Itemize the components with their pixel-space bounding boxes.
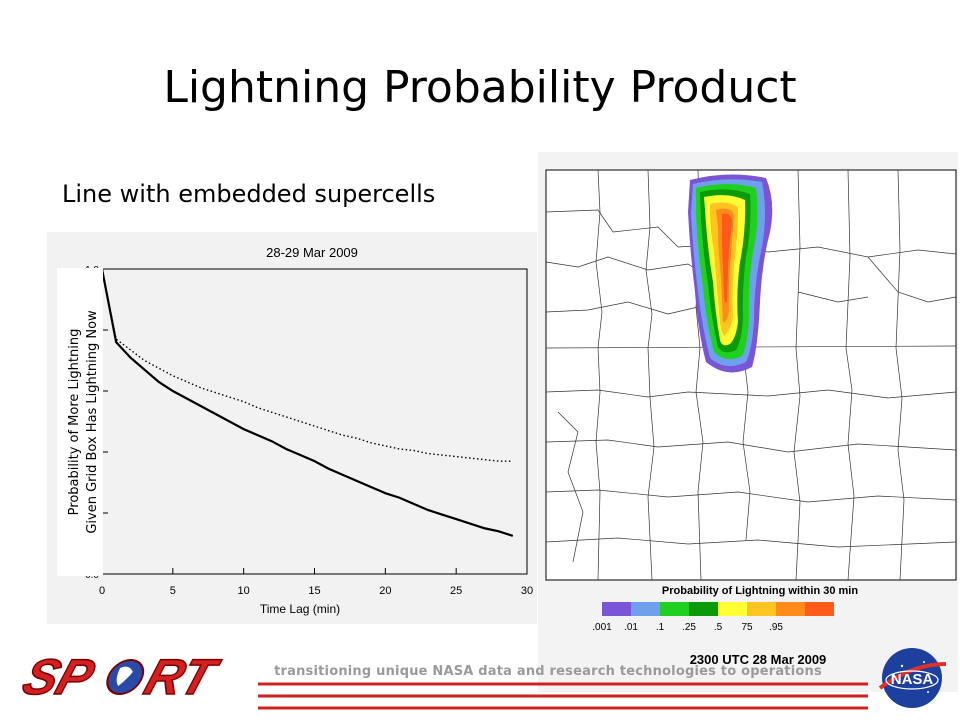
legend-swatch: [718, 602, 747, 616]
sport-logo: SP RT: [15, 650, 226, 705]
chart-title: 28-29 Mar 2009: [266, 245, 358, 260]
x-axis-ticks: 0 5 10 15 20 25 30: [99, 568, 533, 597]
x-tick-label: 0: [99, 585, 105, 597]
legend-label: 75: [741, 622, 753, 633]
legend-swatch: [689, 602, 718, 616]
chart-canvas: 28-29 Mar 2009 0.00.20.40.60.81.0 051015…: [85, 245, 533, 616]
plot-frame: [101, 268, 528, 575]
x-tick-label: 5: [170, 585, 176, 597]
legend-swatch: [747, 602, 776, 616]
map-legend-labels: .001 .01 .1 .25 .5 75 .95: [592, 622, 783, 633]
x-tick-label: 30: [521, 585, 533, 597]
map-legend-title: Probability of Lightning within 30 min: [662, 585, 858, 597]
y-axis-label-line-1: Probability of More Lightning: [67, 329, 82, 516]
series-line-solid: [100, 268, 514, 537]
lightning-probability-chart: 28-29 Mar 2009 0.00.20.40.60.81.0 051015…: [47, 232, 537, 624]
x-axis-label: Time Lag (min): [260, 602, 340, 616]
x-tick-label: 10: [238, 585, 250, 597]
y-axis-label: Probability of More Lightning Given Grid…: [57, 268, 103, 576]
svg-text:RT: RT: [138, 650, 225, 705]
probability-contours: [688, 174, 773, 373]
map-timestamp: 2300 UTC 28 Mar 2009: [690, 652, 827, 667]
legend-label: .01: [624, 622, 638, 633]
x-tick-label: 15: [308, 585, 320, 597]
series-layer: [100, 268, 514, 537]
legend-label: .001: [592, 622, 612, 633]
legend-label: .25: [682, 622, 696, 633]
legend-label: .95: [769, 622, 783, 633]
legend-swatch: [776, 602, 805, 616]
legend-swatch: [602, 602, 631, 616]
legend-label: .5: [714, 622, 723, 633]
x-tick-label: 25: [450, 585, 462, 597]
footer-tagline: transitioning unique NASA data and resea…: [274, 664, 822, 679]
nasa-logo: NASA: [878, 648, 947, 708]
map-legend-swatches: [602, 602, 834, 616]
legend-swatch: [631, 602, 660, 616]
legend-swatch: [660, 602, 689, 616]
series-line-dotted: [101, 268, 513, 462]
svg-text:SP: SP: [16, 650, 102, 705]
x-tick-label: 20: [379, 585, 391, 597]
slide-title: Lightning Probability Product: [163, 62, 797, 113]
lightning-probability-map: Probability of Lightning within 30 min .…: [538, 152, 958, 692]
map-canvas: Probability of Lightning within 30 min .…: [545, 169, 957, 667]
legend-label: .1: [656, 622, 665, 633]
svg-text:NASA: NASA: [891, 671, 934, 688]
footer-rule: [258, 682, 868, 710]
slide-subtitle: Line with embedded supercells: [62, 180, 436, 208]
y-axis-label-line-2: Given Grid Box Has Lightning Now: [85, 310, 100, 534]
legend-swatch: [805, 602, 834, 616]
